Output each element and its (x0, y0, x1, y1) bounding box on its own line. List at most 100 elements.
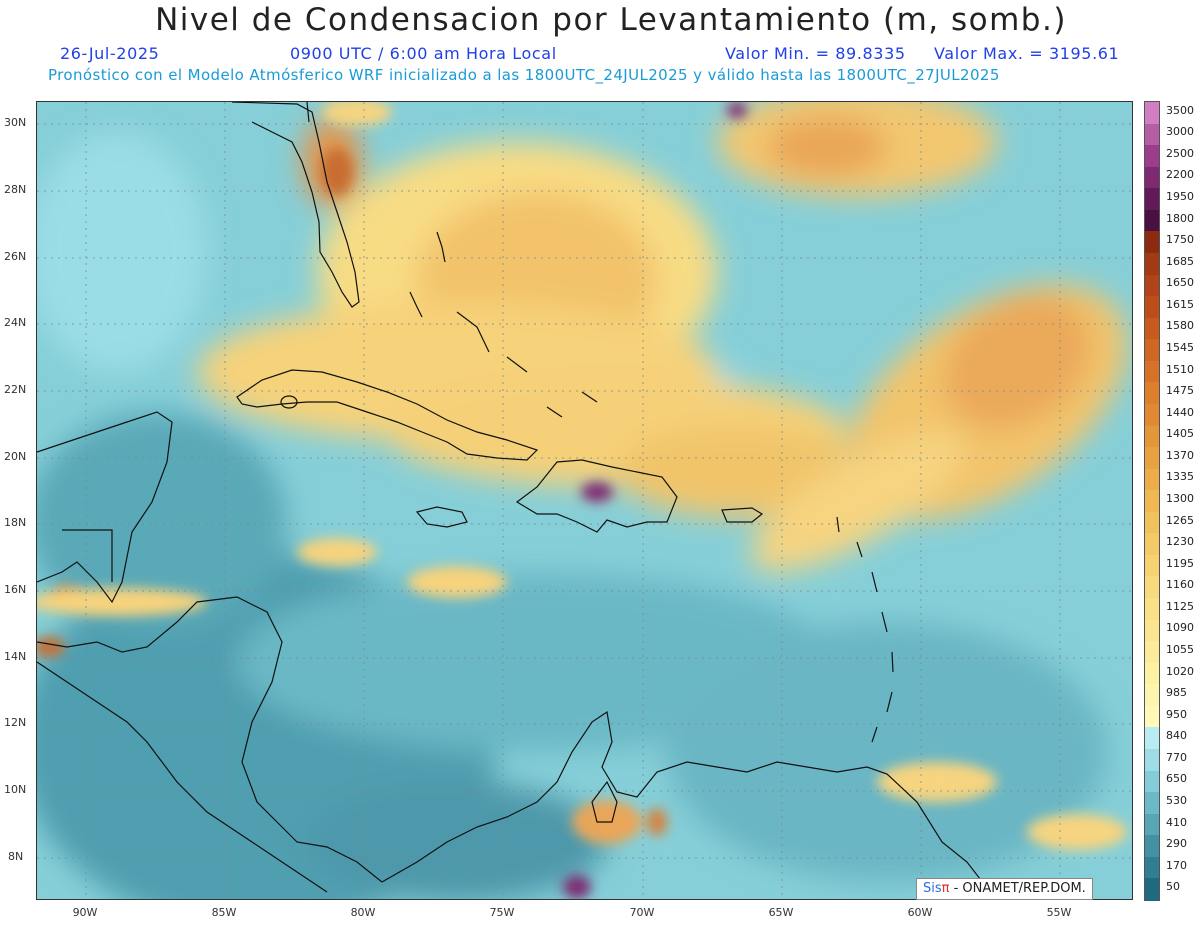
credit-sis: Sis (923, 881, 942, 896)
colorbar-label: 1950 (1166, 190, 1194, 204)
lat-label: 26N (4, 250, 27, 263)
coastlines (37, 102, 997, 899)
colorbar-swatch (1145, 792, 1159, 815)
colorbar-swatch (1145, 619, 1159, 642)
colorbar-swatch (1145, 727, 1159, 750)
lcl-map (36, 101, 1133, 900)
colorbar-label: 1090 (1166, 621, 1194, 635)
model-subtitle: Pronóstico con el Modelo Atmósferico WRF… (48, 66, 1000, 84)
colorbar-swatch (1145, 145, 1159, 168)
colorbar-label: 50 (1166, 880, 1180, 894)
colorbar (1144, 101, 1160, 901)
colorbar-swatch (1145, 684, 1159, 707)
credit-pi: π (941, 881, 950, 896)
colorbar-label: 410 (1166, 815, 1187, 829)
colorbar-swatch (1145, 490, 1159, 513)
colorbar-swatch (1145, 662, 1159, 685)
max-value: Valor Max. = 3195.61 (934, 44, 1120, 63)
colorbar-label: 170 (1166, 858, 1187, 872)
colorbar-swatch (1145, 468, 1159, 491)
lon-label: 75W (489, 906, 515, 919)
colorbar-swatch (1145, 835, 1159, 858)
colorbar-label: 1335 (1166, 470, 1194, 484)
map-canvas (37, 102, 1132, 899)
colorbar-swatch (1145, 274, 1159, 297)
colorbar-swatch (1145, 317, 1159, 340)
colorbar-label: 1230 (1166, 535, 1194, 549)
colorbar-label: 1510 (1166, 362, 1194, 376)
lat-label: 16N (4, 583, 27, 596)
lon-label: 65W (768, 906, 794, 919)
colorbar-swatch (1145, 403, 1159, 427)
colorbar-swatch (1145, 705, 1159, 729)
colorbar-label: 950 (1166, 707, 1187, 721)
colorbar-swatch (1145, 598, 1159, 621)
colorbar-swatch (1145, 770, 1159, 793)
lat-label: 18N (4, 516, 27, 529)
colorbar-label: 530 (1166, 793, 1187, 807)
lat-label: 10N (4, 783, 27, 796)
colorbar-label: 1300 (1166, 492, 1194, 505)
colorbar-swatch (1145, 252, 1159, 276)
colorbar-swatch (1145, 576, 1159, 599)
forecast-date: 26-Jul-2025 (60, 44, 160, 63)
colorbar-label: 840 (1166, 729, 1187, 743)
colorbar-label: 1615 (1166, 297, 1194, 311)
colorbar-label: 770 (1166, 750, 1187, 764)
lat-label: 20N (4, 450, 27, 463)
colorbar-label: 1405 (1166, 427, 1194, 441)
colorbar-swatch (1145, 296, 1159, 319)
colorbar-swatch (1145, 878, 1159, 901)
colorbar-label: 1800 (1166, 211, 1194, 225)
lon-label: 70W (629, 906, 655, 919)
colorbar-label: 1265 (1166, 513, 1194, 527)
colorbar-label: 1750 (1166, 233, 1194, 247)
colorbar-swatch (1145, 511, 1159, 534)
colorbar-label: 1125 (1166, 599, 1194, 613)
map-title: Nivel de Condensacion por Levantamiento … (155, 2, 1067, 38)
colorbar-swatch (1145, 533, 1159, 556)
colorbar-label: 1580 (1166, 319, 1194, 333)
colorbar-swatch (1145, 749, 1159, 772)
field-details (37, 102, 1127, 899)
colorbar-label: 1020 (1166, 664, 1194, 678)
colorbar-swatch (1145, 102, 1159, 125)
colorbar-swatch (1145, 382, 1159, 405)
colorbar-swatch (1145, 166, 1159, 189)
colorbar-swatch (1145, 425, 1159, 448)
colorbar-swatch (1145, 231, 1159, 254)
colorbar-swatch (1145, 813, 1159, 836)
lat-label: 24N (4, 316, 27, 329)
lon-label: 55W (1046, 906, 1072, 919)
colorbar-label: 1685 (1166, 254, 1194, 268)
credit-box: Sisπ - ONAMET/REP.DOM. (916, 878, 1093, 900)
colorbar-label: 650 (1166, 772, 1187, 786)
lon-label: 80W (350, 906, 376, 919)
colorbar-label: 3000 (1166, 125, 1194, 139)
graticule (37, 102, 1132, 899)
lat-label: 30N (4, 116, 27, 129)
colorbar-label: 2500 (1166, 146, 1194, 160)
colorbar-label: 1440 (1166, 405, 1194, 419)
colorbar-swatch (1145, 447, 1159, 470)
colorbar-swatch (1145, 123, 1159, 146)
colorbar-swatch (1145, 188, 1159, 211)
min-value: Valor Min. = 89.8335 (725, 44, 906, 63)
colorbar-label: 1370 (1166, 448, 1194, 462)
colorbar-label: 1545 (1166, 341, 1194, 355)
colorbar-label: 3500 (1166, 103, 1194, 117)
colorbar-label: 1160 (1166, 578, 1194, 592)
colorbar-label: 1195 (1166, 556, 1194, 570)
forecast-time: 0900 UTC / 6:00 am Hora Local (290, 44, 557, 63)
lon-label: 85W (211, 906, 237, 919)
colorbar-label: 1055 (1166, 642, 1194, 656)
lat-label: 14N (4, 650, 27, 663)
colorbar-label: 1475 (1166, 384, 1194, 398)
lon-label: 60W (907, 906, 933, 919)
lat-label: 8N (8, 850, 24, 863)
colorbar-label: 1650 (1166, 276, 1194, 290)
colorbar-swatch (1145, 641, 1159, 664)
lon-label: 90W (72, 906, 98, 919)
colorbar-swatch (1145, 339, 1159, 362)
colorbar-swatch (1145, 209, 1159, 232)
